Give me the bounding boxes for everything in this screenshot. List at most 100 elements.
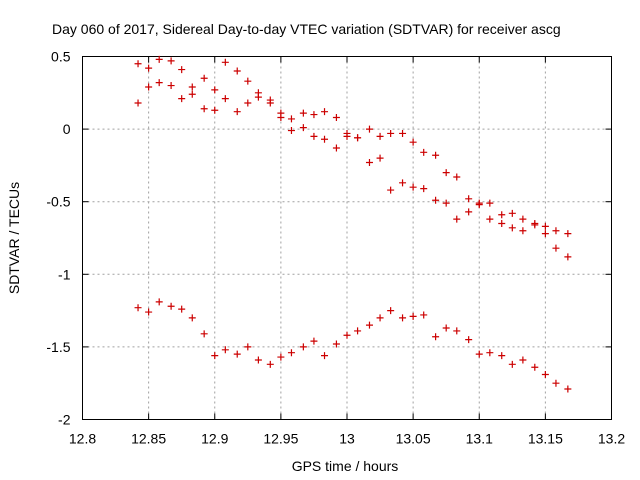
- y-tick-label: -2: [58, 412, 71, 428]
- data-point: [343, 132, 351, 140]
- data-point: [145, 83, 153, 91]
- y-axis-label: SDTVAR / TECUs: [6, 182, 22, 294]
- x-tick-label: 12.9: [201, 431, 228, 447]
- data-point: [299, 124, 307, 132]
- data-point: [432, 196, 440, 204]
- data-point: [167, 82, 175, 90]
- data-point: [321, 352, 329, 360]
- data-point: [299, 343, 307, 351]
- data-point: [332, 340, 340, 348]
- data-point: [332, 144, 340, 152]
- data-point: [200, 330, 208, 338]
- x-tick-label: 13.2: [598, 431, 625, 447]
- data-point: [254, 93, 262, 101]
- y-tick-label: -0.5: [46, 194, 70, 210]
- x-tick-label: 13.15: [528, 431, 563, 447]
- data-point: [287, 115, 295, 123]
- data-point: [244, 99, 252, 107]
- x-tick-label: 13.1: [466, 431, 493, 447]
- data-point: [287, 349, 295, 357]
- data-point: [287, 127, 295, 135]
- data-point: [465, 195, 473, 203]
- data-point: [552, 379, 560, 387]
- data-point: [310, 111, 318, 119]
- data-point: [221, 346, 229, 354]
- data-point: [299, 109, 307, 117]
- chart-title: Day 060 of 2017, Sidereal Day-to-day VTE…: [52, 21, 561, 37]
- data-point: [200, 105, 208, 113]
- data-point: [519, 356, 527, 364]
- data-point: [508, 224, 516, 232]
- data-point: [354, 134, 362, 142]
- data-point: [552, 227, 560, 235]
- upper-trace-a: [134, 55, 572, 238]
- data-point: [442, 169, 450, 177]
- data-point: [343, 331, 351, 339]
- data-point: [332, 113, 340, 121]
- data-point: [178, 95, 186, 103]
- data-point: [409, 138, 417, 146]
- x-axis-label: GPS time / hours: [292, 458, 399, 474]
- data-point: [552, 244, 560, 252]
- data-point: [221, 95, 229, 103]
- data-point: [376, 154, 384, 162]
- data-point: [310, 132, 318, 140]
- data-point: [409, 312, 417, 320]
- data-point: [387, 307, 395, 315]
- plot-frame: [82, 56, 612, 420]
- data-point: [399, 314, 407, 322]
- data-point: [200, 74, 208, 82]
- y-tick-label: -1: [58, 266, 71, 282]
- data-point: [134, 60, 142, 68]
- data-point: [508, 209, 516, 217]
- x-tick-label: 13: [339, 431, 355, 447]
- data-point: [233, 67, 241, 75]
- y-tick-label: 0.5: [51, 49, 71, 65]
- data-point: [221, 58, 229, 66]
- data-point: [167, 57, 175, 65]
- data-point: [387, 129, 395, 137]
- data-point: [420, 185, 428, 193]
- data-point: [432, 333, 440, 341]
- data-point: [564, 253, 572, 261]
- data-point: [244, 77, 252, 85]
- data-point: [564, 230, 572, 238]
- data-point: [564, 385, 572, 393]
- data-point: [531, 363, 539, 371]
- y-tick-labels: 0.5 0 -0.5 -1 -1.5 -2: [46, 49, 70, 428]
- data-point: [155, 298, 163, 306]
- data-point: [365, 125, 373, 133]
- data-point: [409, 183, 417, 191]
- y-tick-label: -1.5: [46, 339, 70, 355]
- data-point: [155, 79, 163, 87]
- data-points: [134, 55, 572, 393]
- data-point: [254, 356, 262, 364]
- data-point: [486, 199, 494, 207]
- data-point: [178, 66, 186, 74]
- data-point: [453, 173, 461, 181]
- data-point: [233, 350, 241, 358]
- data-point: [453, 327, 461, 335]
- upper-trace-b: [134, 79, 572, 261]
- x-tick-labels: 12.8 12.85 12.9 12.95 13 13.05 13.1 13.15 13.2: [69, 431, 625, 447]
- y-tick-label: 0: [63, 121, 71, 137]
- data-point: [475, 199, 483, 207]
- data-point: [211, 352, 219, 360]
- data-point: [188, 314, 196, 322]
- data-point: [244, 343, 252, 351]
- x-tick-label: 13.05: [396, 431, 431, 447]
- data-point: [211, 106, 219, 114]
- data-point: [399, 129, 407, 137]
- data-point: [541, 370, 549, 378]
- data-point: [310, 337, 318, 345]
- data-point: [486, 215, 494, 223]
- data-point: [453, 215, 461, 223]
- data-point: [432, 151, 440, 159]
- data-point: [167, 302, 175, 310]
- data-point: [541, 222, 549, 230]
- data-point: [399, 179, 407, 187]
- data-point: [277, 353, 285, 361]
- data-point: [508, 360, 516, 368]
- data-point: [266, 360, 274, 368]
